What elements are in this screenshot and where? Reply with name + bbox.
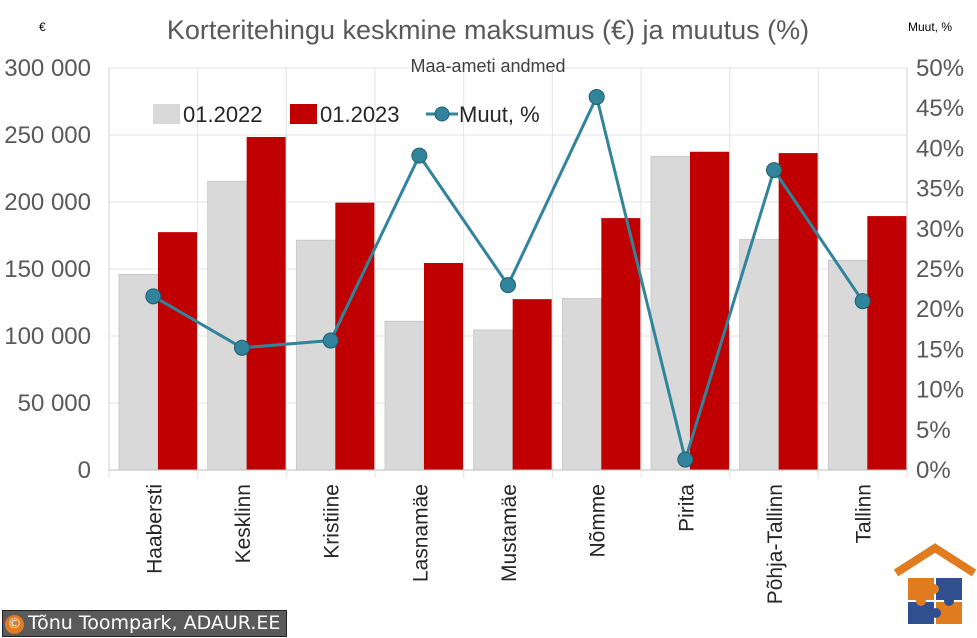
- legend-label-2022: 01.2022: [183, 102, 263, 127]
- bar-2023-7: [778, 153, 818, 470]
- change-point-1: [234, 339, 250, 356]
- y-left-tick-label: 50 000: [18, 390, 91, 417]
- y-right-tick-label: 15%: [916, 336, 964, 363]
- bar-2023-0: [158, 232, 197, 470]
- x-category-label: Pirita: [675, 484, 698, 532]
- bar-2023-6: [690, 151, 729, 470]
- x-category-label: Mustamäe: [498, 484, 521, 582]
- y-left-tick-label: 300 000: [4, 55, 91, 82]
- legend-swatch-2022: [153, 104, 180, 124]
- left-axis-unit: €: [39, 20, 46, 34]
- change-point-6: [677, 451, 694, 468]
- line-series: [145, 88, 871, 468]
- credit-text: Tõnu Toompark, ADAUR.EE: [28, 612, 281, 634]
- change-point-0: [145, 288, 162, 305]
- bar-2023-2: [335, 202, 375, 471]
- bar-2022-5: [561, 298, 602, 471]
- y-left-tick-label: 0: [78, 457, 91, 484]
- change-point-8: [854, 293, 871, 310]
- bar-2022-6: [650, 156, 691, 471]
- y-right-tick-label: 50%: [916, 55, 964, 82]
- bar-2023-5: [601, 218, 641, 470]
- chart-title: Korteritehingu keskmine maksumus (€) ja …: [167, 15, 809, 45]
- legend-label-2023: 01.2023: [320, 102, 400, 127]
- y-right-tick-label: 30%: [916, 216, 964, 243]
- y-left-tick-label: 100 000: [4, 323, 91, 350]
- bar-2023-1: [246, 137, 286, 470]
- bar-2022-4: [473, 329, 514, 471]
- legend-marker-swatch: [434, 106, 450, 122]
- legend: 01.2022 01.2023 Muut, %: [153, 102, 540, 127]
- legend-swatch-2023: [290, 104, 317, 124]
- y-right-tick-label: 20%: [916, 296, 964, 323]
- y-left-tick-label: 150 000: [4, 256, 91, 283]
- legend-label-change: Muut, %: [459, 102, 540, 127]
- bar-2022-7: [739, 239, 780, 471]
- change-point-4: [500, 277, 516, 294]
- y-right-tick-label: 0%: [916, 457, 951, 484]
- bar-2023-4: [512, 299, 552, 470]
- change-point-3: [411, 147, 428, 164]
- x-category-label: Nõmme: [587, 484, 610, 558]
- y-right-tick-label: 35%: [916, 176, 964, 203]
- axes: 0 50 000 100 000 150 000 200 000 250 000 300 0…: [4, 55, 964, 604]
- x-category-label: Lasnamäe: [409, 484, 432, 582]
- copyright-icon: ©: [5, 615, 24, 634]
- y-left-tick-label: 250 000: [4, 122, 91, 149]
- bar-2022-8: [827, 259, 868, 471]
- y-right-tick-label: 25%: [916, 256, 964, 283]
- y-left-tick-label: 200 000: [4, 189, 91, 216]
- bar-2023-8: [867, 216, 907, 470]
- chart-subtitle: Maa-ameti andmed: [410, 56, 565, 76]
- x-category-label: Kesklinn: [232, 484, 255, 563]
- bar-2022-2: [295, 239, 336, 471]
- change-point-5: [588, 88, 605, 105]
- adaur-puzzle-house-logo: [893, 543, 977, 624]
- y-right-tick-label: 45%: [916, 95, 964, 122]
- copyright-credit: © Tõnu Toompark, ADAUR.EE: [2, 610, 288, 637]
- change-point-2: [322, 332, 339, 349]
- y-right-tick-label: 5%: [916, 417, 951, 444]
- bar-2022-3: [384, 320, 425, 471]
- bar-2023-3: [424, 262, 463, 470]
- bar-series: [118, 137, 907, 471]
- bar-2022-1: [207, 180, 248, 471]
- y-right-tick-label: 10%: [916, 377, 964, 404]
- x-category-label: Tallinn: [853, 484, 876, 544]
- y-right-tick-label: 40%: [916, 135, 964, 162]
- x-category-label: Põhja-Tallinn: [764, 484, 787, 604]
- x-category-label: Haabersti: [143, 484, 166, 574]
- right-axis-unit: Muut, %: [908, 20, 952, 34]
- x-category-label: Kristiine: [321, 484, 344, 559]
- change-point-7: [766, 162, 782, 179]
